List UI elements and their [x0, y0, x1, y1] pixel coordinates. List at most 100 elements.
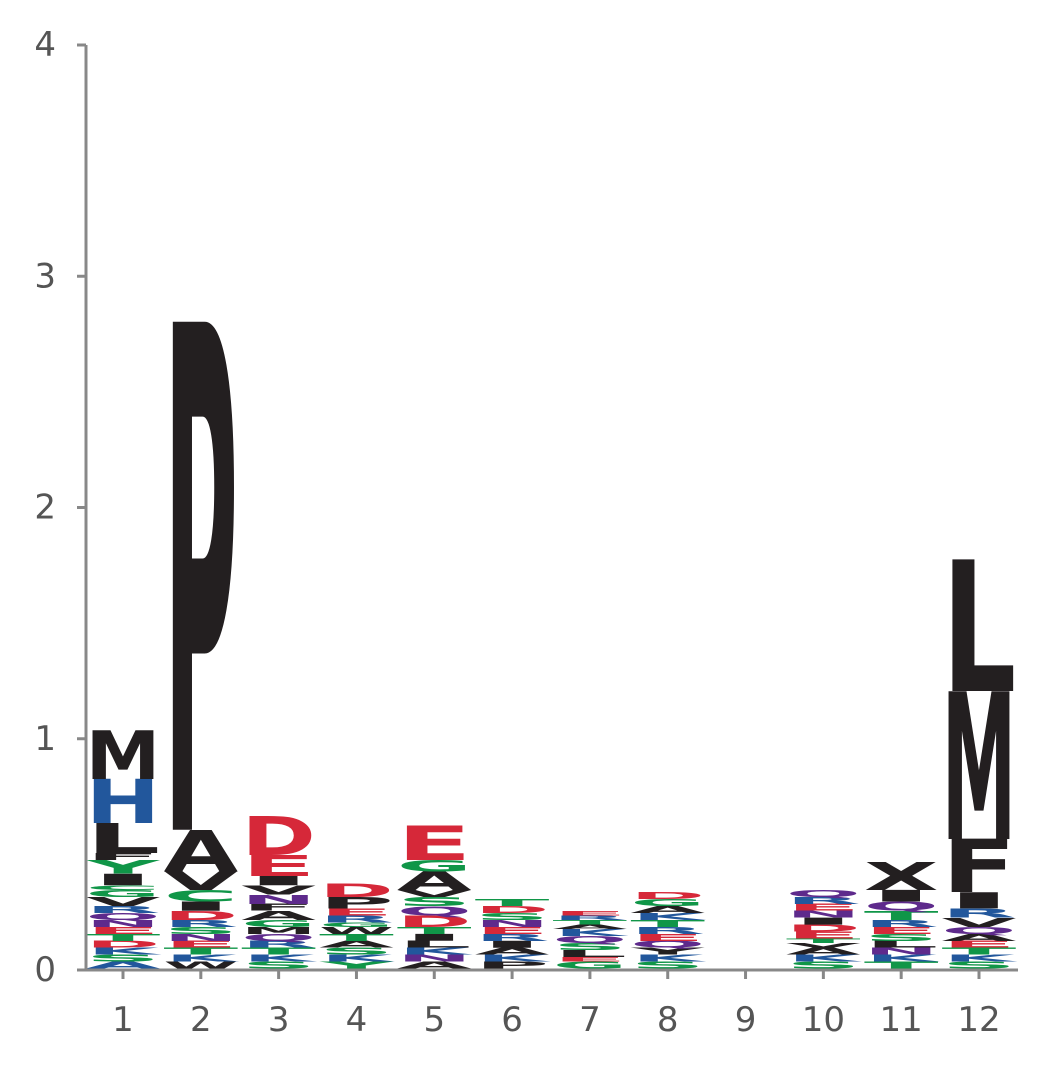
logo-letter-g: G [86, 888, 161, 899]
logo-letter-v: V [942, 915, 1017, 930]
logo-letter-n: N [86, 918, 161, 929]
y-tick-label: 4 [34, 25, 56, 65]
logo-letter-k: K [865, 953, 940, 964]
logo-letter-y: Y [86, 856, 161, 878]
x-tick-label: 6 [501, 1000, 523, 1040]
logo-letter-k: K [943, 953, 1018, 964]
logo-letter-r: R [553, 914, 628, 921]
x-tick-label: 1 [112, 1000, 134, 1040]
logo-letter-n: N [864, 946, 939, 957]
logo-letter-m: M [86, 717, 161, 795]
x-tick-label: 7 [579, 1000, 601, 1040]
logo-letter-q: Q [786, 888, 861, 899]
logo-letter-d: D [630, 891, 705, 902]
logo-letter-t: T [163, 946, 238, 957]
logo-letter-k: K [399, 946, 474, 957]
logo-letter-t: T [786, 937, 861, 944]
logo-letter-t: T [397, 925, 472, 936]
logo-letter-e: E [241, 850, 316, 883]
logo-letter-d: D [319, 880, 394, 902]
logo-letter-n: N [475, 918, 550, 929]
logo-letter-a: A [163, 818, 238, 885]
logo-letter-a: A [475, 946, 550, 957]
logo-letter-t: T [553, 919, 628, 926]
logo-letter-q: Q [397, 904, 472, 919]
logo-letter-r: R [86, 904, 161, 915]
logo-letter-r: R [475, 932, 550, 943]
logo-letter-a: A [397, 960, 472, 971]
logo-letter-w: W [319, 925, 394, 936]
logo-letter-d: D [786, 923, 861, 934]
logo-letter-x: X [864, 855, 939, 899]
logo-letter-f: F [241, 902, 316, 913]
logo-letter-k: K [243, 953, 318, 964]
logo-letter-e: E [864, 925, 939, 936]
logo-letter-k: K [632, 953, 707, 964]
logo-letter-p: P [319, 894, 394, 912]
logo-letter-r: R [786, 895, 861, 906]
logo-letter-s: S [241, 960, 316, 971]
logo-letter-l: L [86, 814, 161, 862]
logo-letter-i: I [786, 916, 861, 927]
logo-letter-d: D [397, 912, 472, 930]
logo-letter-r: R [241, 939, 316, 950]
logo-letter-e: E [319, 907, 394, 918]
logo-letter-l: L [942, 524, 1017, 734]
logo-letter-t: T [475, 897, 550, 908]
y-tick-label: 1 [34, 719, 56, 759]
logo-letter-y: Y [630, 946, 705, 957]
x-tick-label: 4 [346, 1000, 368, 1040]
logo-letter-e: E [553, 956, 628, 963]
logo-letter-s: S [786, 960, 861, 971]
logo-letter-p: P [163, 185, 238, 995]
logo-letter-s: S [864, 932, 939, 943]
logo-letter-h: H [86, 767, 161, 837]
logo-letter-q: Q [942, 925, 1017, 936]
logo-letter-l: L [397, 939, 472, 950]
logo-letter-d: D [163, 908, 238, 923]
logo-letter-t: T [86, 932, 161, 943]
logo-letter-r: R [163, 918, 238, 929]
logo-letter-i: I [942, 888, 1017, 914]
logo-letter-l: L [864, 939, 939, 950]
logo-letter-n: N [163, 932, 238, 943]
logo-letter-s: S [397, 894, 472, 909]
logo-letter-v: V [397, 888, 472, 899]
y-tick-label: 3 [34, 256, 56, 296]
x-tick-label: 10 [802, 1000, 845, 1040]
logo-letter-g: G [553, 960, 628, 971]
logo-letter-p: P [475, 960, 550, 971]
logo-letter-k: K [554, 927, 629, 938]
logo-letter-m: M [241, 925, 316, 936]
logo-letter-a: A [786, 946, 861, 957]
logo-letter-g: G [319, 921, 394, 928]
logo-letter-t: T [319, 932, 394, 943]
logo-letter-n: N [786, 909, 861, 920]
logo-letter-q: Q [630, 939, 705, 950]
logo-letter-g: G [241, 918, 316, 929]
logo-letter-d: D [241, 806, 316, 868]
logo-letter-t: T [630, 918, 705, 929]
logo-letter-y: Y [319, 960, 394, 971]
logo-letter-d: D [86, 939, 161, 950]
logo-letter-i: I [163, 899, 238, 914]
logo-letter-k: K [632, 911, 707, 922]
x-tick-label: 9 [735, 1000, 757, 1040]
logo-letter-r: R [942, 906, 1017, 921]
logo-letter-k: K [87, 946, 162, 957]
logo-letter-v: V [241, 883, 316, 898]
logo-letter-v: V [86, 894, 161, 909]
logo-letter-t: T [241, 946, 316, 957]
logo-letter-e: E [942, 939, 1017, 950]
logo-letter-s: S [942, 960, 1017, 971]
logo-letter-s: S [86, 953, 161, 964]
logo-letter-a: A [553, 923, 628, 930]
logo-letter-a: A [86, 960, 161, 971]
logo-letter-f: F [86, 851, 161, 862]
logo-letter-a: A [630, 904, 705, 915]
logo-letter-a: A [942, 932, 1017, 943]
logo-letter-k: K [476, 953, 551, 964]
y-tick-label: 2 [34, 488, 56, 528]
logo-letter-e: E [786, 902, 861, 913]
